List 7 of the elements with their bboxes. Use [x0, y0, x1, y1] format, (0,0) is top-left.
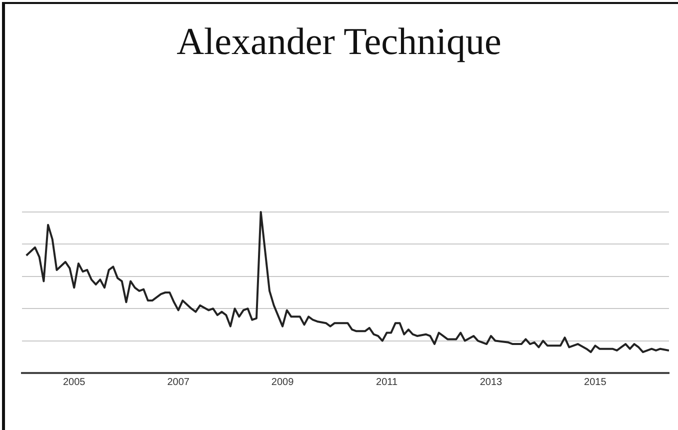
x-tick-label: 2011 — [376, 376, 398, 388]
chart-title: Alexander Technique — [176, 20, 502, 64]
x-tick-label: 2005 — [62, 376, 86, 388]
x-tick-label: 2015 — [584, 376, 607, 388]
x-tick-label: 2013 — [480, 376, 503, 388]
x-tick-label: 2007 — [167, 376, 190, 388]
x-tick-label: 2009 — [271, 376, 294, 388]
